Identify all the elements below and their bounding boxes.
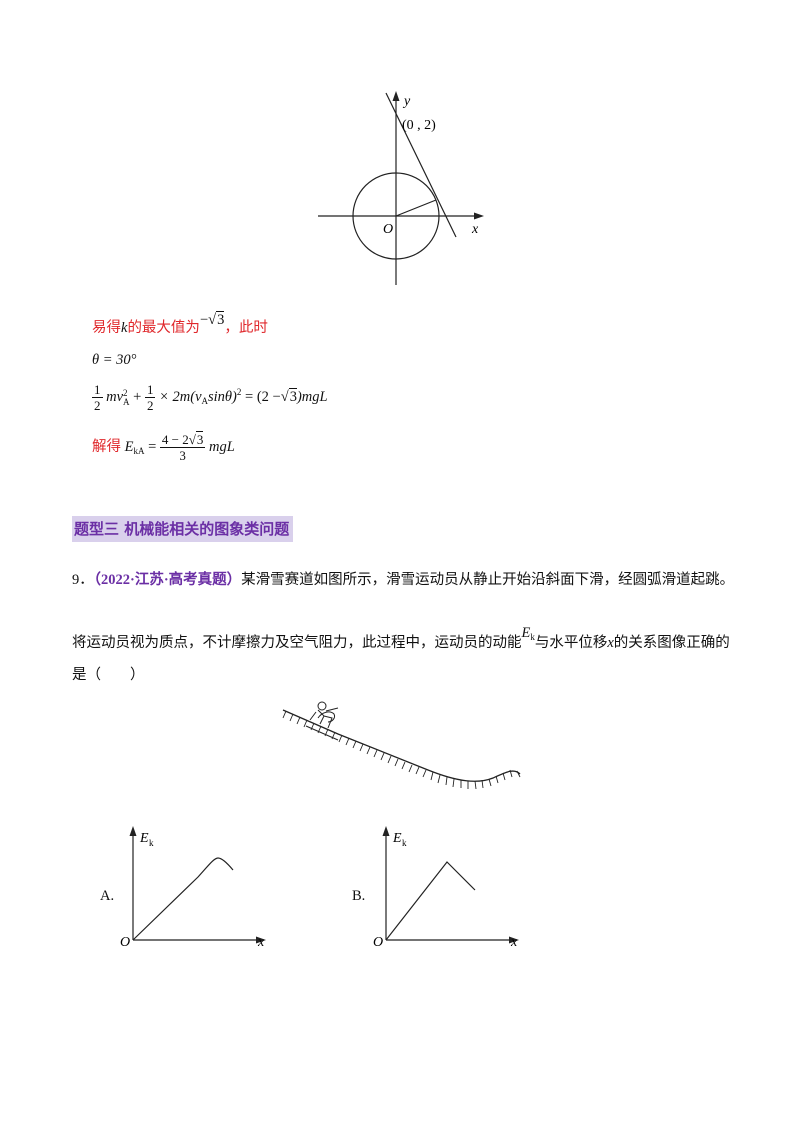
option-a-graph[interactable]: E k O x [118, 822, 278, 952]
radius-segment [395, 199, 437, 217]
origin-label: O [383, 222, 393, 237]
option-b-x-label: x [510, 935, 518, 950]
slope-track [282, 709, 521, 782]
option-a-y-sub: k [149, 838, 154, 848]
option-b-curve [385, 861, 476, 941]
point-label: (0 , 2) [402, 118, 436, 133]
option-b-origin: O [373, 935, 383, 950]
solution-line-1: 易得k的最大值为−√3，此时 [92, 311, 268, 336]
y-axis-label: y [402, 94, 411, 109]
option-b-label[interactable]: B. [352, 888, 366, 904]
option-b-y-label: E [392, 831, 402, 846]
option-a-origin: O [120, 935, 130, 950]
option-a-curve [132, 857, 234, 941]
option-a-y-label: E [139, 831, 149, 846]
section-title: 题型三 机械能相关的图象类问题 [72, 516, 294, 542]
circle-tangent-figure: y (0 , 2) O x [318, 91, 484, 285]
option-b-y-sub: k [402, 838, 407, 848]
option-b-graph[interactable]: E k O x [371, 822, 531, 952]
skier-icon [305, 701, 339, 741]
slope-hatching [282, 710, 521, 790]
circle [352, 172, 440, 260]
x-axis-label: x [471, 222, 479, 237]
theta-equation: θ = 30° [92, 352, 137, 368]
tangent-line [385, 92, 457, 238]
question-line-2: 将运动员视为质点，不计摩擦力及空气阻力，此过程中，运动员的动能Ek与水平位移x的… [72, 625, 730, 651]
ski-slope-figure [282, 701, 521, 790]
solve-result: 解得 EkA = 4 − 2√3 3 mgL [92, 431, 235, 463]
question-line-3: 是（ ） [72, 667, 145, 683]
option-a-label[interactable]: A. [100, 888, 115, 904]
option-a-x-label: x [257, 935, 265, 950]
question-line-1: 9．（2022·江苏·高考真题）某滑雪赛道如图所示，滑雪运动员从静止开始沿斜面下… [72, 572, 735, 588]
